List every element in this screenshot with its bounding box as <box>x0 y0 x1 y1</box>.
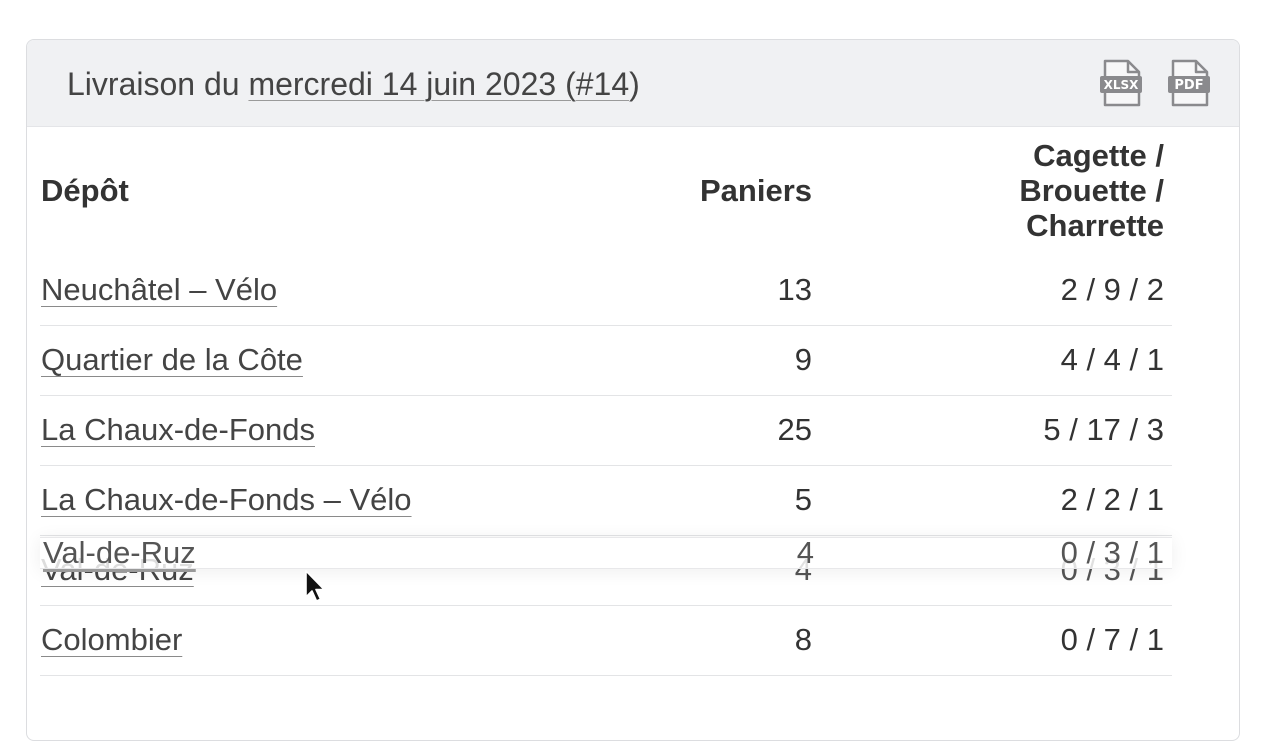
paniers-cell: 25 <box>580 395 820 466</box>
paniers-cell: 5 <box>580 465 820 536</box>
depot-cell: Neuchâtel – Vélo <box>40 255 580 326</box>
paniers-cell: 9 <box>580 325 820 396</box>
title-suffix: ) <box>629 66 640 102</box>
depot-link[interactable]: La Chaux-de-Fonds – Vélo <box>41 482 412 517</box>
cagette-cell: 4 / 4 / 1 <box>820 325 1172 396</box>
table-row[interactable]: Neuchâtel – Vélo 13 2 / 9 / 2 <box>40 255 1172 326</box>
pdf-label: PDF <box>1174 78 1203 93</box>
table-row[interactable]: Val-de-Ruz 4 0 / 3 / 1 <box>40 535 1172 606</box>
cagette-header-line-2: Brouette / <box>1019 173 1164 208</box>
cagette-header-line-1: Cagette / <box>1033 138 1164 173</box>
table-row[interactable]: Colombier 8 0 / 7 / 1 <box>40 605 1172 676</box>
pdf-file-icon: PDF <box>1168 59 1210 107</box>
deliveries-table: Dépôt Paniers Cagette / Brouette / Charr… <box>40 126 1172 676</box>
table-header-row: Dépôt Paniers Cagette / Brouette / Charr… <box>40 126 1172 255</box>
xlsx-label: XLSX <box>1104 78 1140 92</box>
depot-cell: Colombier <box>40 605 580 676</box>
title-prefix: Livraison du <box>67 66 249 102</box>
pdf-download-button[interactable]: PDF <box>1167 58 1211 108</box>
delivery-title: Livraison du mercredi 14 juin 2023 (#14) <box>67 64 640 104</box>
paniers-cell: 8 <box>580 605 820 676</box>
delivery-date-link[interactable]: mercredi 14 juin 2023 (#14 <box>248 66 630 102</box>
xlsx-file-icon: XLSX <box>1100 59 1142 107</box>
column-header-depot: Dépôt <box>41 173 129 208</box>
cagette-cell: 5 / 17 / 3 <box>820 395 1172 466</box>
depot-link[interactable]: Neuchâtel – Vélo <box>41 271 278 307</box>
depot-link[interactable]: La Chaux-de-Fonds <box>41 412 315 447</box>
cagette-cell: 2 / 2 / 1 <box>820 465 1172 536</box>
column-header-cagette: Cagette / Brouette / Charrette <box>820 126 1172 255</box>
depot-link[interactable]: Quartier de la Côte <box>41 342 303 377</box>
depot-cell: Val-de-Ruz <box>40 535 580 606</box>
table-row[interactable]: La Chaux-de-Fonds 25 5 / 17 / 3 <box>40 395 1172 466</box>
depot-cell: La Chaux-de-Fonds – Vélo <box>40 465 580 536</box>
card-header: Livraison du mercredi 14 juin 2023 (#14)… <box>27 40 1239 127</box>
depot-cell: La Chaux-de-Fonds <box>40 395 580 466</box>
depot-link[interactable]: Val-de-Ruz <box>41 552 194 587</box>
cagette-header-line-3: Charrette <box>1026 208 1164 243</box>
paniers-cell: 13 <box>580 255 820 326</box>
depot-link[interactable]: Colombier <box>41 622 183 657</box>
cagette-cell: 0 / 7 / 1 <box>820 605 1172 676</box>
table-row[interactable]: La Chaux-de-Fonds – Vélo 5 2 / 2 / 1 <box>40 465 1172 536</box>
paniers-cell: 4 <box>580 535 820 606</box>
depot-cell: Quartier de la Côte <box>40 325 580 396</box>
xlsx-download-button[interactable]: XLSX <box>1099 58 1143 108</box>
table-row[interactable]: Quartier de la Côte 9 4 / 4 / 1 <box>40 325 1172 396</box>
column-header-paniers: Paniers <box>699 173 812 208</box>
cagette-cell: 2 / 9 / 2 <box>820 255 1172 326</box>
cagette-cell: 0 / 3 / 1 <box>820 535 1172 606</box>
